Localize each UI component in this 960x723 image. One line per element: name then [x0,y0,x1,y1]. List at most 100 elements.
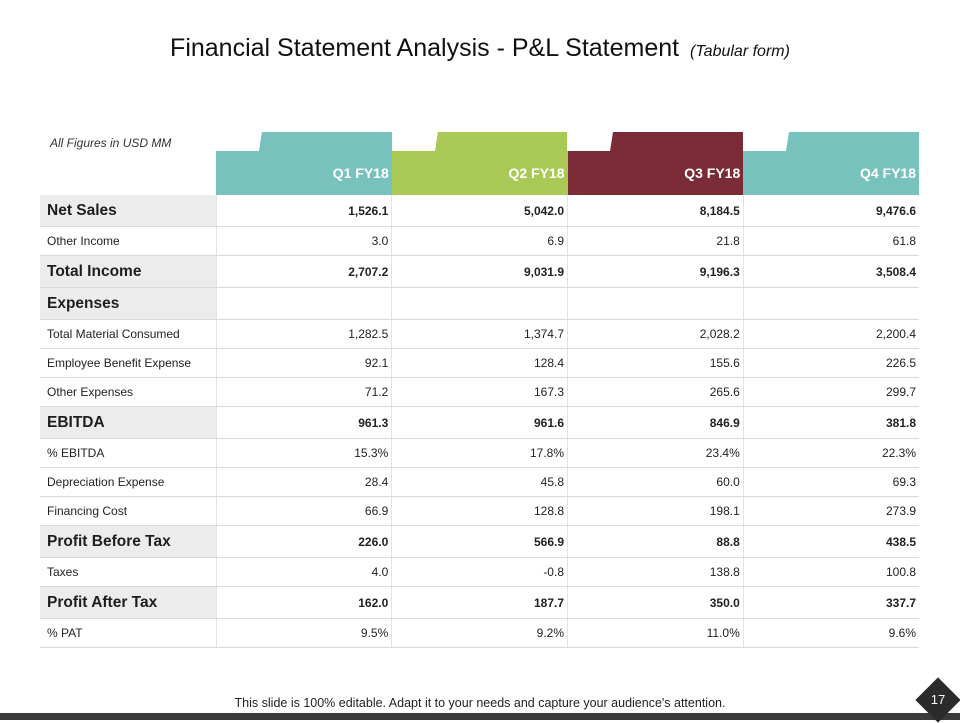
value-cell-q1: 66.9 [215,496,392,526]
table-row: Net Sales 1,526.1 5,042.0 8,184.5 9,476.6 [40,195,919,227]
table-row: Total Material Consumed 1,282.5 1,374.7 2,0… [40,319,919,349]
value-cell-q1: 1,282.5 [215,319,392,349]
value-cell-q4: 9.6% [742,618,919,648]
value-cell-q1: 226.0 [215,525,392,558]
value-cell-q3: 350.0 [567,586,744,619]
value-cell-q1: 961.3 [215,406,392,439]
value-cell-q3: 11.0% [567,618,744,648]
value-cell-q4: 438.5 [742,525,919,558]
title-main: Financial Statement Analysis - P&L State… [170,34,680,62]
value-cell-q3: 198.1 [567,496,744,526]
value-cell-q3: 23.4% [567,438,744,468]
slide-title: Financial Statement Analysis - P&L State… [0,34,960,63]
value-cell-q1: 3.0 [215,226,392,256]
row-label: Net Sales [40,195,216,227]
tab-q2 [435,132,567,151]
value-cell-q2: 566.9 [391,525,568,558]
value-cell-q3: 21.8 [567,226,744,256]
value-cell-q3: 846.9 [567,406,744,439]
value-cell-q4: 61.8 [742,226,919,256]
tab-q4 [786,132,919,151]
value-cell-q2: 167.3 [391,377,568,407]
column-header-q2: Q2 FY18 [391,151,568,195]
row-label: Depreciation Expense [40,467,216,497]
table-header-row: Q1 FY18 Q2 FY18 Q3 FY18 Q4 FY18 [40,151,919,195]
units-note: All Figures in USD MM [50,136,172,150]
value-cell-q2: 9,031.9 [391,255,568,288]
value-cell-q2: 5,042.0 [391,195,568,227]
row-label: Other Expenses [40,377,216,407]
value-cell-q1: 71.2 [215,377,392,407]
row-label: Employee Benefit Expense [40,348,216,378]
page-number: 17 [930,692,946,707]
pl-statement-table: Q1 FY18 Q2 FY18 Q3 FY18 Q4 FY18 Net Sale… [40,151,919,648]
value-cell-q2: 1,374.7 [391,319,568,349]
value-cell-q3: 8,184.5 [567,195,744,227]
value-cell-q2: 128.4 [391,348,568,378]
table-row: Profit After Tax 162.0 187.7 350.0 337.7 [40,586,919,619]
value-cell-q1 [215,287,392,320]
tab-q3 [610,132,743,151]
row-label: Total Material Consumed [40,319,216,349]
value-cell-q2: 187.7 [391,586,568,619]
row-label: Profit After Tax [40,586,216,619]
table-row: EBITDA 961.3 961.6 846.9 381.8 [40,406,919,439]
value-cell-q4: 381.8 [742,406,919,439]
value-cell-q1: 15.3% [215,438,392,468]
row-label: Total Income [40,255,216,288]
table-row: % EBITDA 15.3% 17.8% 23.4% 22.3% [40,438,919,468]
row-label: EBITDA [40,406,216,439]
value-cell-q1: 4.0 [215,557,392,587]
table-row: Other Income 3.0 6.9 21.8 61.8 [40,226,919,256]
row-label: Financing Cost [40,496,216,526]
row-label: % PAT [40,618,216,648]
value-cell-q1: 1,526.1 [215,195,392,227]
value-cell-q2: 128.8 [391,496,568,526]
value-cell-q4: 226.5 [742,348,919,378]
footer-note: This slide is 100% editable. Adapt it to… [234,696,726,710]
value-cell-q2 [391,287,568,320]
value-cell-q4: 273.9 [742,496,919,526]
value-cell-q3 [567,287,744,320]
table-row: Financing Cost 66.9 128.8 198.1 273.9 [40,496,919,526]
table-row: Other Expenses 71.2 167.3 265.6 299.7 [40,377,919,407]
row-label: Other Income [40,226,216,256]
value-cell-q3: 9,196.3 [567,255,744,288]
table-row: Depreciation Expense 28.4 45.8 60.0 69.3 [40,467,919,497]
value-cell-q2: -0.8 [391,557,568,587]
value-cell-q3: 155.6 [567,348,744,378]
table-row: Employee Benefit Expense 92.1 128.4 155.6 22… [40,348,919,378]
value-cell-q4: 69.3 [742,467,919,497]
bottom-bar [0,713,960,720]
value-cell-q2: 6.9 [391,226,568,256]
header-blank-cell [40,151,216,195]
value-cell-q3: 2,028.2 [567,319,744,349]
value-cell-q4: 9,476.6 [742,195,919,227]
value-cell-q3: 88.8 [567,525,744,558]
row-label: Profit Before Tax [40,525,216,558]
table-row: % PAT 9.5% 9.2% 11.0% 9.6% [40,618,919,648]
value-cell-q3: 138.8 [567,557,744,587]
row-label: Taxes [40,557,216,587]
column-header-q4: Q4 FY18 [743,151,919,195]
row-label: % EBITDA [40,438,216,468]
row-label: Expenses [40,287,216,320]
value-cell-q2: 45.8 [391,467,568,497]
column-header-q1: Q1 FY18 [216,151,392,195]
value-cell-q3: 265.6 [567,377,744,407]
table-row: Expenses [40,287,919,320]
value-cell-q3: 60.0 [567,467,744,497]
tab-q1 [259,132,392,151]
value-cell-q1: 2,707.2 [215,255,392,288]
value-cell-q4: 100.8 [742,557,919,587]
table-row: Total Income 2,707.2 9,031.9 9,196.3 3,508.4 [40,255,919,288]
table-row: Taxes 4.0 -0.8 138.8 100.8 [40,557,919,587]
value-cell-q1: 162.0 [215,586,392,619]
value-cell-q4: 3,508.4 [742,255,919,288]
value-cell-q1: 92.1 [215,348,392,378]
value-cell-q1: 28.4 [215,467,392,497]
value-cell-q2: 961.6 [391,406,568,439]
value-cell-q1: 9.5% [215,618,392,648]
value-cell-q4: 337.7 [742,586,919,619]
value-cell-q4: 299.7 [742,377,919,407]
